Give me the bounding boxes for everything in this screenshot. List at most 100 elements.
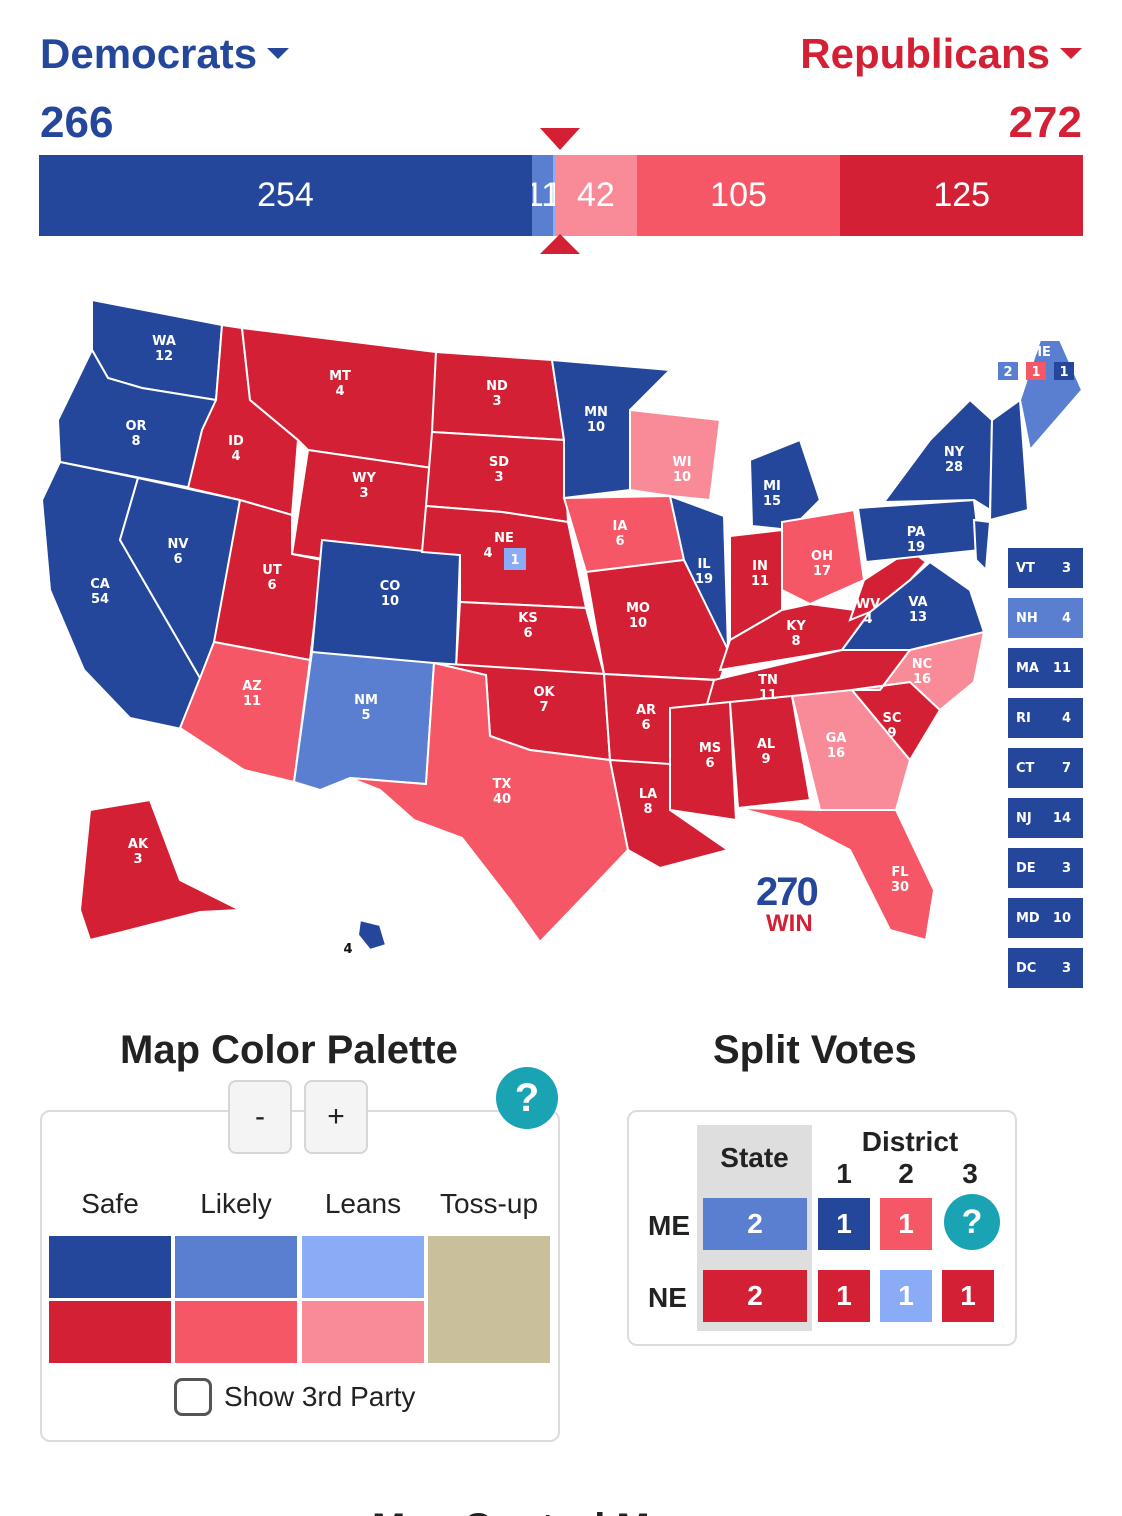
state-label-sc: SC [883,711,902,726]
small-state-abbr: DE [1016,860,1036,876]
state-label-ms: MS [699,741,721,756]
swatch-safe-dem[interactable] [49,1236,171,1298]
me-district-box-b[interactable] [1026,362,1046,380]
state-ev-al: 9 [761,752,770,767]
small-state-nj[interactable]: NJ 14 [1008,798,1083,838]
state-label-mi: MI [763,479,781,494]
small-state-ma[interactable]: MA 11 [1008,648,1083,688]
state-al[interactable] [728,694,812,810]
minus-button[interactable]: - [228,1080,292,1154]
electoral-vote-bar: 25411142105125 [39,155,1083,236]
state-ny[interactable] [881,398,994,512]
small-state-ri[interactable]: RI 4 [1008,698,1083,738]
map-label-me: ME [1029,345,1051,360]
state-new-england[interactable] [988,398,1030,522]
republicans-label: Republicans [800,30,1050,77]
bar-segment-2[interactable]: 1 [553,155,556,236]
state-ev-il: 19 [695,572,713,587]
state-ev-la: 8 [643,802,652,817]
me-district-box-c[interactable] [1054,362,1074,380]
swatch-likely-rep[interactable] [175,1301,297,1363]
small-state-ct[interactable]: CT 7 [1008,748,1083,788]
state-label-oh: OH [811,549,833,564]
state-ms[interactable] [669,700,738,822]
small-state-ev: 3 [1061,960,1071,976]
270-marker-bottom-icon [540,234,580,254]
state-wi[interactable] [629,408,722,502]
bar-segment-1[interactable]: 11 [531,155,554,236]
ne-district-box[interactable] [504,548,526,570]
state-label-in: IN [752,559,768,574]
state-label-ut: UT [262,563,282,578]
split-votes-panel [627,1110,1017,1346]
swatch-tossup[interactable] [428,1236,550,1363]
state-ev-ar: 6 [641,718,650,733]
small-state-de[interactable]: DE 3 [1008,848,1083,888]
row-label-me: ME [648,1210,690,1241]
me-district-2-cell[interactable]: 1 [880,1198,932,1250]
bar-segment-3[interactable]: 42 [555,155,637,236]
state-label-or: OR [125,419,146,434]
district-2-header: 2 [898,1158,914,1189]
state-ev-id: 4 [231,449,240,464]
small-state-ev: 4 [1061,710,1071,726]
small-state-ev: 7 [1061,760,1071,776]
state-ev-mn: 10 [587,420,605,435]
small-state-dc[interactable]: DC 3 [1008,948,1083,988]
swatch-leans-dem[interactable] [302,1236,424,1298]
show-3rd-party-checkbox[interactable]: Show 3rd Party [174,1378,415,1416]
bar-segment-5[interactable]: 125 [840,155,1083,236]
state-label-az: AZ [242,679,262,694]
map-label-ne1: 1 [510,553,519,568]
state-ev-nv: 6 [173,552,182,567]
state-oh[interactable] [781,508,866,606]
state-ev-ut: 6 [267,578,276,593]
state-ga[interactable] [790,688,912,811]
state-ev-co: 10 [381,594,399,609]
ne-district-2-cell[interactable]: 1 [880,1270,932,1322]
small-state-abbr: CT [1016,760,1035,776]
small-state-md[interactable]: MD 10 [1008,898,1083,938]
state-ev-tx: 40 [493,792,511,807]
state-label-tx: TX [493,777,512,792]
bar-segment-4[interactable]: 105 [636,155,841,236]
state-ev-ny: 28 [945,460,963,475]
split-help-button[interactable]: ? [944,1194,1000,1250]
swatch-leans-rep[interactable] [302,1301,424,1363]
republicans-dropdown[interactable]: Republicans [800,30,1082,78]
plus-button[interactable]: + [304,1080,368,1154]
state-ev-mi: 15 [763,494,781,509]
state-fl[interactable] [737,807,936,942]
state-label-ks: KS [518,611,537,626]
state-ev-ga: 16 [827,746,845,761]
small-state-abbr: RI [1016,710,1031,726]
palette-help-button[interactable]: ? [496,1067,558,1129]
me-district-1-cell[interactable]: 1 [818,1198,870,1250]
state-hi[interactable] [356,918,388,952]
small-state-ev: 10 [1052,910,1071,926]
state-label-mn: MN [584,405,608,420]
state-ev-nd: 3 [492,394,501,409]
democrats-dropdown[interactable]: Democrats [40,30,290,78]
state-tx[interactable] [349,661,630,944]
ne-district-1-cell[interactable]: 1 [818,1270,870,1322]
ne-state-cell[interactable]: 2 [703,1270,807,1322]
state-ev-ca: 54 [91,592,109,607]
state-label-wi: WI [672,455,691,470]
state-nj[interactable] [972,518,992,573]
bar-segment-0[interactable]: 254 [39,155,532,236]
small-state-vt[interactable]: VT 3 [1008,548,1083,588]
swatch-safe-rep[interactable] [49,1301,171,1363]
me-state-cell[interactable]: 2 [703,1198,807,1250]
small-state-ev: 3 [1061,860,1071,876]
small-state-nh[interactable]: NH 4 [1008,598,1083,638]
state-ev-ak: 3 [133,852,142,867]
district-3-header: 3 [962,1158,978,1189]
state-mi[interactable] [748,438,822,532]
state-ak[interactable] [78,798,244,942]
me-district-box-a[interactable] [998,362,1018,380]
ne-district-3-cell[interactable]: 1 [942,1270,994,1322]
state-ev-in: 11 [751,574,769,589]
swatch-likely-dem[interactable] [175,1236,297,1298]
state-label-co: CO [380,579,401,594]
